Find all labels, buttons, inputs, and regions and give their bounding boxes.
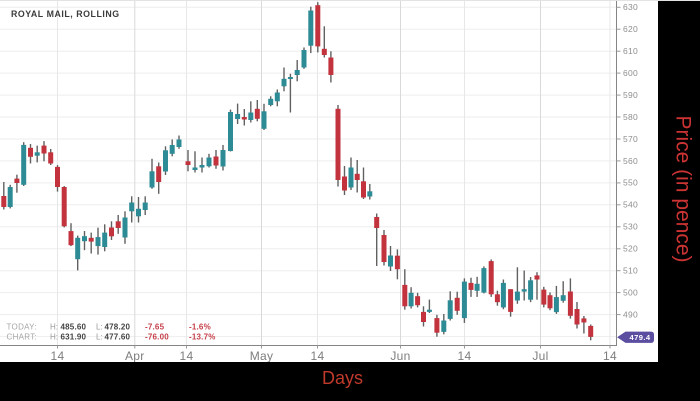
svg-text:610: 610 (623, 46, 638, 56)
svg-text:560: 560 (623, 156, 638, 166)
svg-text:14: 14 (180, 349, 194, 363)
svg-text:-76.00: -76.00 (145, 333, 169, 342)
svg-text:14: 14 (311, 349, 325, 363)
svg-text:530: 530 (623, 222, 638, 232)
svg-text:L:: L: (96, 323, 103, 332)
svg-text:540: 540 (623, 200, 638, 210)
svg-text:479.4: 479.4 (629, 333, 650, 342)
svg-text:477.60: 477.60 (105, 333, 131, 342)
svg-text:-7.65: -7.65 (145, 323, 165, 332)
svg-text:490: 490 (623, 309, 638, 319)
svg-text:580: 580 (623, 112, 638, 122)
svg-text:500: 500 (623, 287, 638, 297)
svg-text:H:: H: (50, 323, 58, 332)
svg-text:H:: H: (50, 333, 58, 342)
svg-text:L:: L: (96, 333, 103, 342)
svg-text:May: May (250, 349, 274, 363)
svg-text:630: 630 (623, 2, 638, 12)
svg-text:620: 620 (623, 24, 638, 34)
svg-text:Jul: Jul (532, 349, 548, 363)
svg-text:TODAY:: TODAY: (7, 323, 37, 332)
svg-text:631.90: 631.90 (61, 333, 87, 342)
svg-text:14: 14 (603, 349, 617, 363)
svg-text:570: 570 (623, 134, 638, 144)
svg-text:Jun: Jun (390, 349, 410, 363)
svg-text:478.20: 478.20 (105, 323, 131, 332)
svg-text:14: 14 (458, 349, 472, 363)
svg-text:520: 520 (623, 244, 638, 254)
svg-text:ROYAL MAIL, ROLLING: ROYAL MAIL, ROLLING (11, 9, 120, 19)
svg-text:510: 510 (623, 266, 638, 276)
svg-text:590: 590 (623, 90, 638, 100)
svg-text:Apr: Apr (125, 349, 145, 363)
svg-text:550: 550 (623, 178, 638, 188)
svg-text:14: 14 (51, 349, 65, 363)
svg-text:CHART:: CHART: (7, 333, 38, 342)
svg-text:485.60: 485.60 (61, 323, 87, 332)
svg-text:-13.7%: -13.7% (189, 333, 216, 342)
svg-text:-1.6%: -1.6% (189, 323, 211, 332)
svg-text:600: 600 (623, 68, 638, 78)
